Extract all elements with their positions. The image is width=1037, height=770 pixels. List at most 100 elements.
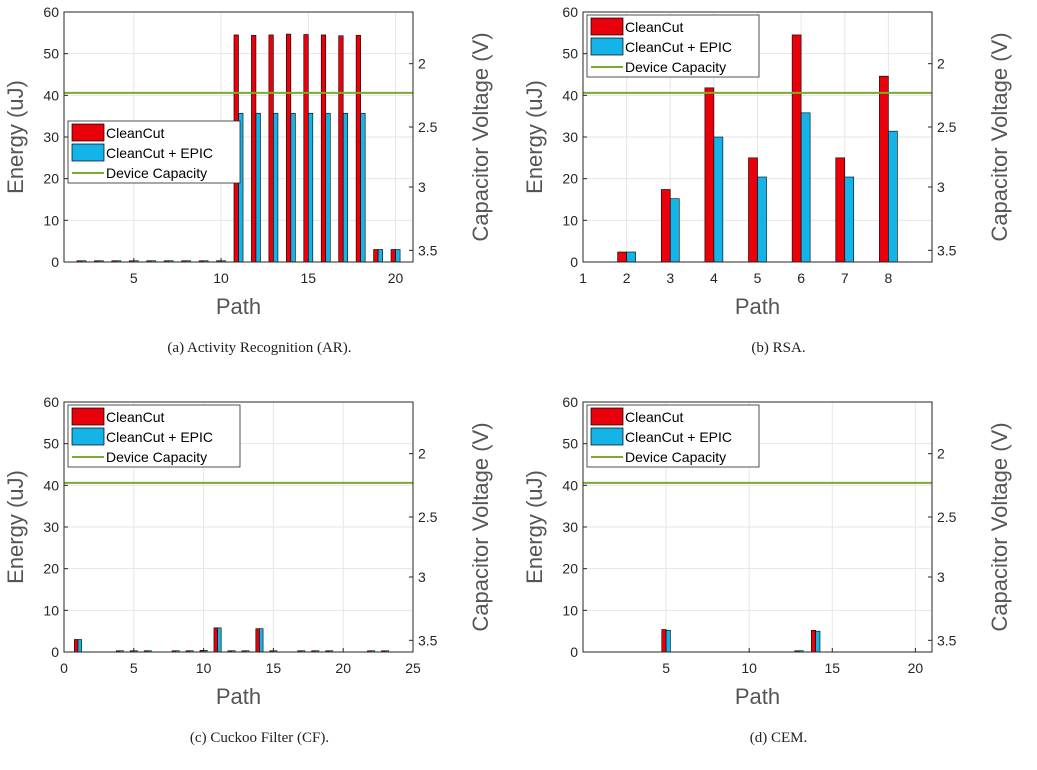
bar-cleancut	[303, 34, 309, 263]
bar-cleancut-epic	[77, 639, 82, 653]
x-tick-label: 5	[130, 270, 138, 286]
y-tick-label: 10	[43, 602, 59, 618]
x-tick-label: 10	[196, 660, 212, 676]
plot-area: 0 10 20 30 40 50 60 1 2 3 4 5 6 7 8 2 2.5 3 3.5 Path Energy …	[522, 4, 1012, 319]
x-tick-label: 20	[908, 660, 924, 676]
y-tick-label: 50	[562, 436, 578, 452]
legend-label: CleanCut + EPIC	[106, 145, 213, 161]
caption-cem: (d) CEM.	[749, 730, 808, 746]
legend: CleanCut CleanCut + EPIC Device Capacity	[586, 404, 760, 468]
y-tick-label: 30	[43, 519, 59, 535]
legend-swatch-epic	[590, 427, 624, 446]
right-tick-label: 2	[937, 56, 945, 72]
y-axis-label-right: Capacitor Voltage (V)	[987, 422, 1012, 631]
x-tick-label: 5	[130, 660, 138, 676]
x-tick-label: 20	[335, 660, 351, 676]
y-tick-label: 30	[562, 129, 578, 145]
chart-panel-rsa: 0 10 20 30 40 50 60 1 2 3 4 5 6 7 8 2 2.5 3 3.5 Path Energy …	[519, 0, 1037, 380]
legend: CleanCut CleanCut + EPIC Device Capacity	[67, 404, 241, 468]
right-tick-label: 3	[937, 179, 945, 195]
right-tick-label: 3	[418, 179, 426, 195]
right-tick-label: 3.5	[937, 632, 957, 648]
bar-cleancut-epic	[815, 630, 821, 653]
bar-cleancut-epic	[342, 112, 349, 263]
bar-cleancut-epic	[217, 627, 222, 653]
y-tick-label: 40	[562, 477, 578, 493]
y-tick-label: 60	[43, 4, 59, 20]
chart-panel-cem: 0 10 20 30 40 50 60 5 10 15 20 2 2.5 3 3.5 Path Energy (…	[519, 390, 1037, 770]
bar-cleancut	[791, 34, 802, 263]
y-tick-label: 10	[43, 212, 59, 228]
y-tick-label: 0	[51, 644, 59, 660]
bar-cleancut	[704, 87, 715, 263]
legend-label: CleanCut + EPIC	[625, 429, 732, 445]
bar-cleancut-epic	[844, 176, 855, 263]
plot-area: 0 10 20 30 40 50 60 5 10 15 20 2 2.5 3 3.5 Path Energy (…	[522, 394, 1012, 709]
right-tick-label: 2.5	[937, 509, 957, 525]
x-tick-label: 6	[797, 270, 805, 286]
x-tick-label: 1	[579, 270, 587, 286]
bar-cleancut	[255, 628, 260, 653]
y-tick-label: 0	[51, 254, 59, 270]
bar-cleancut-epic	[395, 249, 401, 263]
bar-cleancut	[338, 35, 344, 263]
x-axis-label: Path	[735, 684, 780, 709]
chart-panel-ar: 0 10 20 30 40 50 60 5 10 15 20 2 2.5 3 3.5 Path Energy (…	[0, 0, 519, 380]
right-tick-label: 3	[418, 569, 426, 585]
y-axis-label: Energy (uJ)	[3, 470, 28, 584]
y-tick-label: 20	[562, 171, 578, 187]
right-tick-label: 2	[418, 56, 426, 72]
bar-cleancut	[835, 157, 846, 263]
right-tick-label: 3.5	[937, 242, 957, 258]
y-tick-label: 20	[43, 561, 59, 577]
bar-cleancut-epic	[888, 130, 898, 263]
y-tick-label: 0	[570, 254, 578, 270]
y-axis-label: Energy (uJ)	[3, 80, 28, 194]
caption-rsa: (b) RSA.	[751, 340, 806, 356]
bar-cleancut	[286, 33, 292, 263]
bar-cleancut-epic	[669, 198, 680, 263]
x-axis-label: Path	[216, 684, 261, 709]
chart-panel-cf: 0 10 20 30 40 50 60 0 5 10 15 20 25 2 2.5 3 3.5 Path Energ…	[0, 390, 519, 770]
bar-cleancut-epic	[800, 112, 811, 263]
right-tick-label: 2.5	[418, 119, 438, 135]
bar-cleancut	[355, 35, 361, 263]
legend-label: CleanCut + EPIC	[625, 39, 732, 55]
y-tick-label: 50	[562, 46, 578, 62]
x-tick-label: 15	[301, 270, 317, 286]
legend-swatch-cleancut	[71, 407, 105, 426]
x-tick-label: 8	[884, 270, 892, 286]
legend-label: Device Capacity	[106, 165, 207, 181]
bar-cleancut-epic	[290, 112, 296, 263]
y-tick-label: 40	[562, 87, 578, 103]
right-tick-label: 3	[937, 569, 945, 585]
y-tick-label: 20	[43, 171, 59, 187]
bar-cleancut	[617, 251, 627, 263]
y-tick-label: 40	[43, 477, 59, 493]
x-tick-label: 5	[754, 270, 762, 286]
right-tick-label: 3.5	[418, 242, 438, 258]
bar-cleancut-epic	[255, 112, 261, 263]
y-tick-label: 60	[562, 4, 578, 20]
y-tick-label: 40	[43, 87, 59, 103]
legend-label: CleanCut	[106, 125, 164, 141]
bar-cleancut	[251, 35, 257, 263]
y-tick-label: 50	[43, 436, 59, 452]
x-tick-label: 7	[841, 270, 849, 286]
x-tick-label: 2	[623, 270, 631, 286]
x-tick-label: 15	[266, 660, 282, 676]
x-tick-label: 10	[213, 270, 229, 286]
legend-swatch-cleancut	[71, 123, 105, 142]
x-tick-label: 5	[662, 660, 670, 676]
bar-cleancut	[373, 249, 379, 263]
legend: CleanCut CleanCut + EPIC Device Capacity	[586, 14, 760, 78]
y-tick-label: 10	[562, 602, 578, 618]
chart-svg-cf: 0 10 20 30 40 50 60 0 5 10 15 20 25 2 2.5 3 3.5 Path Energ…	[3, 394, 493, 709]
y-tick-label: 30	[562, 519, 578, 535]
y-axis-label-right: Capacitor Voltage (V)	[468, 32, 493, 241]
legend-swatch-epic	[71, 427, 105, 446]
legend-label: CleanCut	[625, 19, 683, 35]
x-tick-label: 4	[710, 270, 718, 286]
y-axis-label-right: Capacitor Voltage (V)	[468, 422, 493, 631]
